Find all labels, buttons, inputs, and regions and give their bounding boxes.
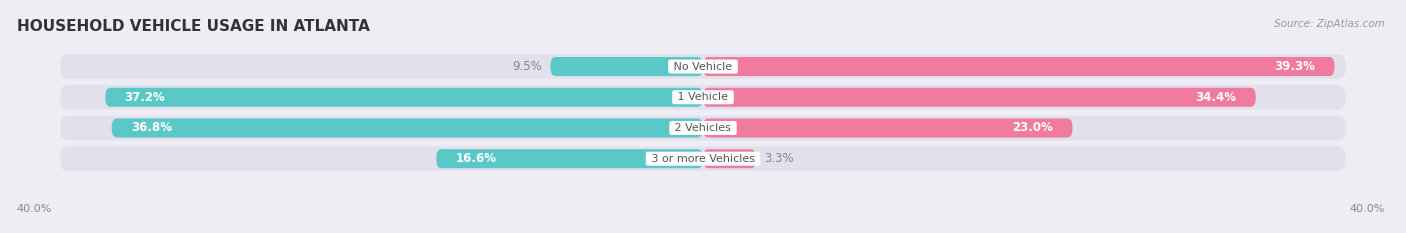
FancyBboxPatch shape [436,149,703,168]
FancyBboxPatch shape [60,116,1346,140]
Text: 40.0%: 40.0% [17,204,52,214]
FancyBboxPatch shape [111,118,703,137]
Text: 40.0%: 40.0% [1350,204,1385,214]
Text: HOUSEHOLD VEHICLE USAGE IN ATLANTA: HOUSEHOLD VEHICLE USAGE IN ATLANTA [17,19,370,34]
Text: 1 Vehicle: 1 Vehicle [675,92,731,102]
FancyBboxPatch shape [703,118,1073,137]
Text: 3.3%: 3.3% [763,152,793,165]
Text: 36.8%: 36.8% [131,121,172,134]
FancyBboxPatch shape [60,85,1346,110]
Text: No Vehicle: No Vehicle [671,62,735,72]
FancyBboxPatch shape [60,146,1346,171]
Text: Source: ZipAtlas.com: Source: ZipAtlas.com [1274,19,1385,29]
Text: 2 Vehicles: 2 Vehicles [671,123,735,133]
Text: 34.4%: 34.4% [1195,91,1236,104]
FancyBboxPatch shape [703,149,756,168]
FancyBboxPatch shape [105,88,703,107]
Text: 37.2%: 37.2% [125,91,166,104]
Text: 16.6%: 16.6% [456,152,496,165]
FancyBboxPatch shape [703,88,1256,107]
Text: 3 or more Vehicles: 3 or more Vehicles [648,154,758,164]
FancyBboxPatch shape [60,54,1346,79]
Text: 9.5%: 9.5% [513,60,543,73]
FancyBboxPatch shape [703,57,1334,76]
FancyBboxPatch shape [550,57,703,76]
Text: 23.0%: 23.0% [1012,121,1053,134]
Legend: Owner-occupied, Renter-occupied: Owner-occupied, Renter-occupied [576,230,830,233]
Text: 39.3%: 39.3% [1274,60,1315,73]
